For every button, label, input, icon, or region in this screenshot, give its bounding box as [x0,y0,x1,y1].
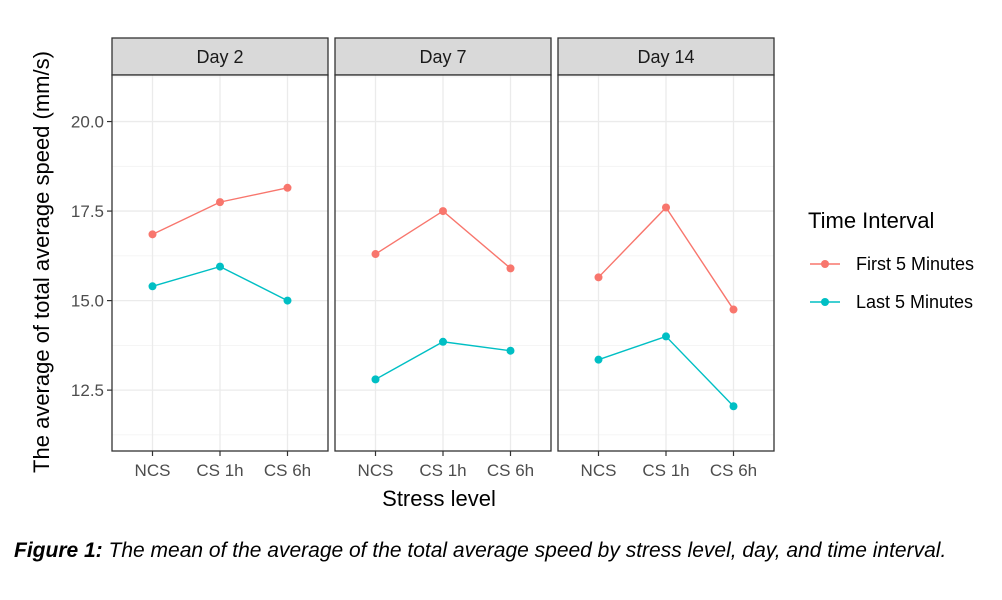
facet-strip-label: Day 2 [196,47,243,67]
y-tick-label: 20.0 [71,113,104,132]
x-tick-label: NCS [358,461,394,480]
y-axis-title: The average of total average speed (mm/s… [29,51,54,473]
legend-title: Time Interval [808,208,934,233]
data-point [594,355,603,364]
legend-key-point [821,298,829,306]
y-tick-label: 12.5 [71,381,104,400]
legend: Time Interval First 5 Minutes Last 5 Minu… [808,208,974,312]
legend-key-point [821,260,829,268]
facet-panel-3: Day 14 NCS CS 1h CS 6h [557,37,775,480]
data-point [729,402,738,411]
facet-strip-label: Day 14 [637,47,694,67]
legend-item: Last 5 Minutes [810,292,973,312]
x-tick-label: CS 1h [196,461,243,480]
data-point [371,250,380,259]
data-point [283,296,292,305]
caption-text: The mean of the average of the total ave… [102,539,947,562]
legend-label: Last 5 Minutes [856,292,973,312]
facet-panel-1: Day 2 NCS CS 1h CS 6h [111,37,329,480]
data-point [506,264,515,273]
x-tick-label: CS 1h [642,461,689,480]
x-tick-label: CS 6h [710,461,757,480]
data-point [662,203,670,212]
faceted-line-chart: The average of total average speed (mm/s… [29,37,974,511]
data-point [729,305,738,314]
x-axis-title: Stress level [382,486,496,511]
x-tick-label: CS 6h [264,461,311,480]
data-point [662,332,670,341]
y-axis: 20.0 17.5 15.0 12.5 [71,113,112,400]
data-point [216,198,224,207]
data-point [216,262,224,271]
facet-strip-label: Day 7 [419,47,466,67]
figure-caption: Figure 1: The mean of the average of the… [14,536,989,565]
x-tick-label: CS 6h [487,461,534,480]
data-point [148,282,157,291]
facet-strip [334,37,552,76]
data-point [371,375,380,384]
x-tick-label: NCS [581,461,617,480]
data-point [594,273,603,282]
gridlines [335,75,551,451]
data-point [148,230,157,239]
y-tick-label: 15.0 [71,292,104,311]
data-point [439,337,447,346]
facet-strip [111,37,329,76]
y-tick-label: 17.5 [71,202,104,221]
x-tick-label: CS 1h [419,461,466,480]
legend-item: First 5 Minutes [810,254,974,274]
caption-label: Figure 1: [14,539,103,562]
data-point [439,207,447,216]
data-point [506,346,515,355]
x-tick-label: NCS [135,461,171,480]
facet-strip [557,37,775,76]
data-point [283,183,292,192]
legend-label: First 5 Minutes [856,254,974,274]
facet-panel-2: Day 7 NCS CS 1h CS 6h [334,37,552,480]
